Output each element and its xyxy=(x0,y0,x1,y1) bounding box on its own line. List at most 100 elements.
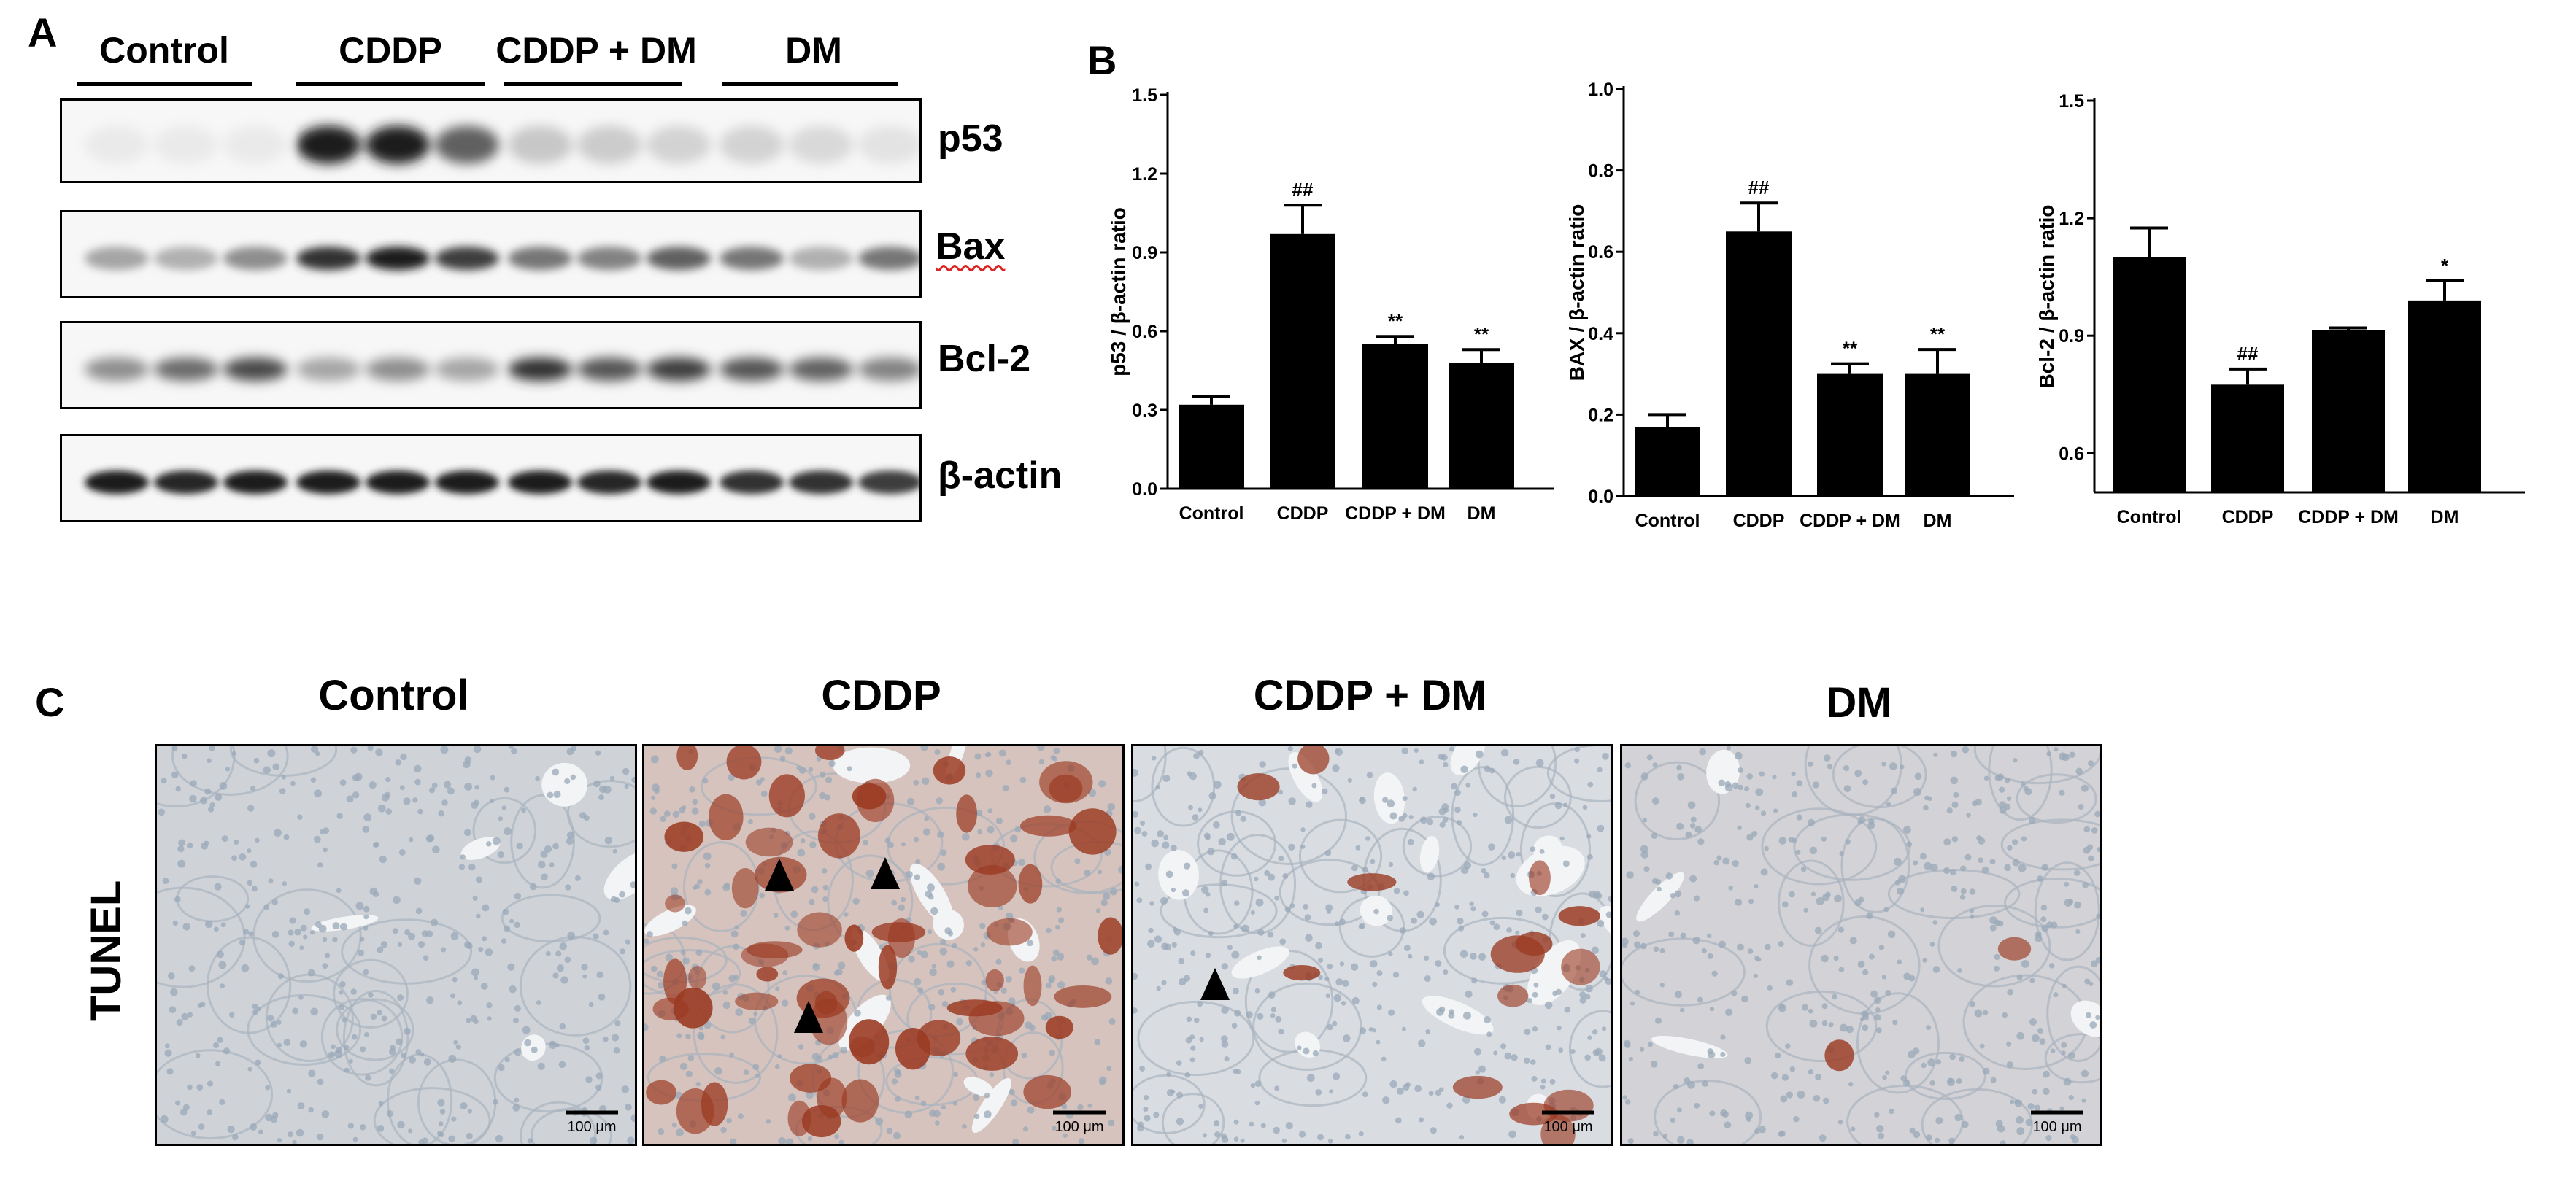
chart-p53: 0.0 0.3 0.6 0.9 1.2 1.5 p53 / β-actin ratio Con… xyxy=(1107,85,1554,524)
y-tick-label: 1.5 xyxy=(2059,91,2084,112)
blot-bax xyxy=(60,210,922,298)
blot-p53 xyxy=(60,98,922,183)
bar xyxy=(1726,231,1792,496)
bar xyxy=(2312,330,2385,492)
blot-band xyxy=(85,125,149,164)
blot-band xyxy=(154,125,218,164)
blot-band xyxy=(647,357,711,382)
micro-title-cddp-dm: CDDP + DM xyxy=(1253,672,1487,719)
blot-band xyxy=(223,357,288,382)
y-axis-label: p53 / β-actin ratio xyxy=(1107,207,1130,376)
blot-bcl2 xyxy=(60,321,922,409)
blot-band xyxy=(296,470,360,495)
x-tick-label: DM xyxy=(1924,511,1952,531)
bar xyxy=(1270,233,1335,489)
chart-bcl2: 0.6 0.9 1.2 1.5 Bcl-2 / β-actin ratio Control… xyxy=(2035,91,2525,527)
blot-band xyxy=(223,470,288,495)
blot-band xyxy=(366,357,430,382)
bar xyxy=(1905,373,1970,496)
micrograph-control: 100 μm xyxy=(155,744,637,1146)
micro-title-cddp: CDDP xyxy=(821,672,941,719)
x-tick-label: CDDP + DM xyxy=(2298,507,2399,527)
blot-beta-actin xyxy=(60,434,922,522)
bar xyxy=(1449,363,1514,489)
blot-p53-bands xyxy=(85,125,919,164)
blot-band xyxy=(720,357,784,382)
y-tick-label: 0.6 xyxy=(1588,242,1613,263)
bar xyxy=(2113,257,2186,492)
blot-band xyxy=(647,125,711,164)
blot-band xyxy=(858,357,919,382)
significance-label: ** xyxy=(1843,338,1858,360)
blot-band xyxy=(577,357,641,382)
scale-bar-label: 100 μm xyxy=(567,1119,616,1135)
arrowhead-icon xyxy=(765,859,794,891)
micrograph-control-image: 100 μm xyxy=(157,746,635,1144)
significance-label: ** xyxy=(1930,323,1946,345)
y-axis-label: BAX / β-actin ratio xyxy=(1565,204,1588,382)
micro-title-control: Control xyxy=(318,672,469,719)
group-line-cddp-dm xyxy=(504,82,682,86)
significance-label: ** xyxy=(1388,310,1403,332)
y-tick-label: 1.2 xyxy=(2059,209,2084,229)
arrowhead-icon xyxy=(871,857,900,889)
micro-title-dm: DM xyxy=(1826,679,1892,727)
group-line-control xyxy=(77,82,252,86)
blot-band xyxy=(789,357,853,382)
blot-band xyxy=(508,247,572,271)
y-tick-label: 0.9 xyxy=(2059,326,2084,346)
micrograph-cddp-dm-image: 100 μm xyxy=(1133,746,1611,1144)
blot-band xyxy=(366,125,430,164)
blot-band xyxy=(508,470,572,495)
arrowhead-icon xyxy=(1200,968,1230,1000)
blot-beta-actin-bands xyxy=(85,470,919,495)
significance-label: ** xyxy=(1474,323,1489,345)
bar xyxy=(1635,427,1700,496)
blot-band xyxy=(577,470,641,495)
tunel-label: TUNEL xyxy=(82,880,130,1021)
blot-band xyxy=(435,125,499,164)
x-tick-label: CDDP + DM xyxy=(1345,503,1446,524)
x-tick-label: CDDP xyxy=(2222,507,2274,527)
blot-band xyxy=(858,247,919,271)
blot-band xyxy=(296,247,360,271)
blot-label-bcl2: Bcl-2 xyxy=(938,338,1031,380)
bar xyxy=(1362,344,1428,489)
blot-band xyxy=(435,247,499,271)
blot-label-p53: p53 xyxy=(938,117,1003,160)
blot-label-bax: Bax xyxy=(936,225,1006,268)
blot-band xyxy=(366,247,430,271)
blot-band xyxy=(435,357,499,382)
blot-band xyxy=(789,470,853,495)
blot-band xyxy=(508,357,572,382)
blot-band xyxy=(85,357,149,382)
bar xyxy=(2408,300,2481,492)
y-axis-label: Bcl-2 / β-actin ratio xyxy=(2035,204,2058,388)
blot-band xyxy=(789,125,853,164)
x-tick-label: CDDP + DM xyxy=(1800,511,1900,531)
panel-b-letter: B xyxy=(1087,37,1117,83)
micrograph-dm: 100 μm xyxy=(1620,744,2102,1146)
y-tick-label: 0.0 xyxy=(1132,479,1157,500)
x-tick-label: Control xyxy=(2117,507,2182,527)
bar xyxy=(1817,373,1883,496)
y-tick-label: 1.0 xyxy=(1588,80,1613,100)
blot-band xyxy=(85,470,149,495)
blot-band xyxy=(508,125,572,164)
y-tick-label: 0.4 xyxy=(1588,324,1613,344)
x-tick-label: DM xyxy=(2431,507,2459,527)
blot-band xyxy=(154,247,218,271)
y-tick-label: 0.0 xyxy=(1588,487,1613,507)
significance-label: ## xyxy=(1292,179,1314,201)
group-line-dm xyxy=(722,82,898,86)
scale-bar-label: 100 μm xyxy=(1054,1119,1103,1135)
blot-band xyxy=(858,470,919,495)
chart-bax: 0.0 0.2 0.4 0.6 0.8 1.0 BAX / β-actin ratio Con… xyxy=(1565,80,2014,531)
group-line-cddp xyxy=(296,82,485,86)
group-label-cddp-dm: CDDP + DM xyxy=(495,30,697,71)
blot-band xyxy=(296,357,360,382)
x-tick-label: CDDP xyxy=(1277,503,1329,524)
scale-bar-label: 100 μm xyxy=(1543,1119,1592,1135)
micrograph-dm-image: 100 μm xyxy=(1622,746,2100,1144)
significance-label: * xyxy=(2441,255,2449,276)
